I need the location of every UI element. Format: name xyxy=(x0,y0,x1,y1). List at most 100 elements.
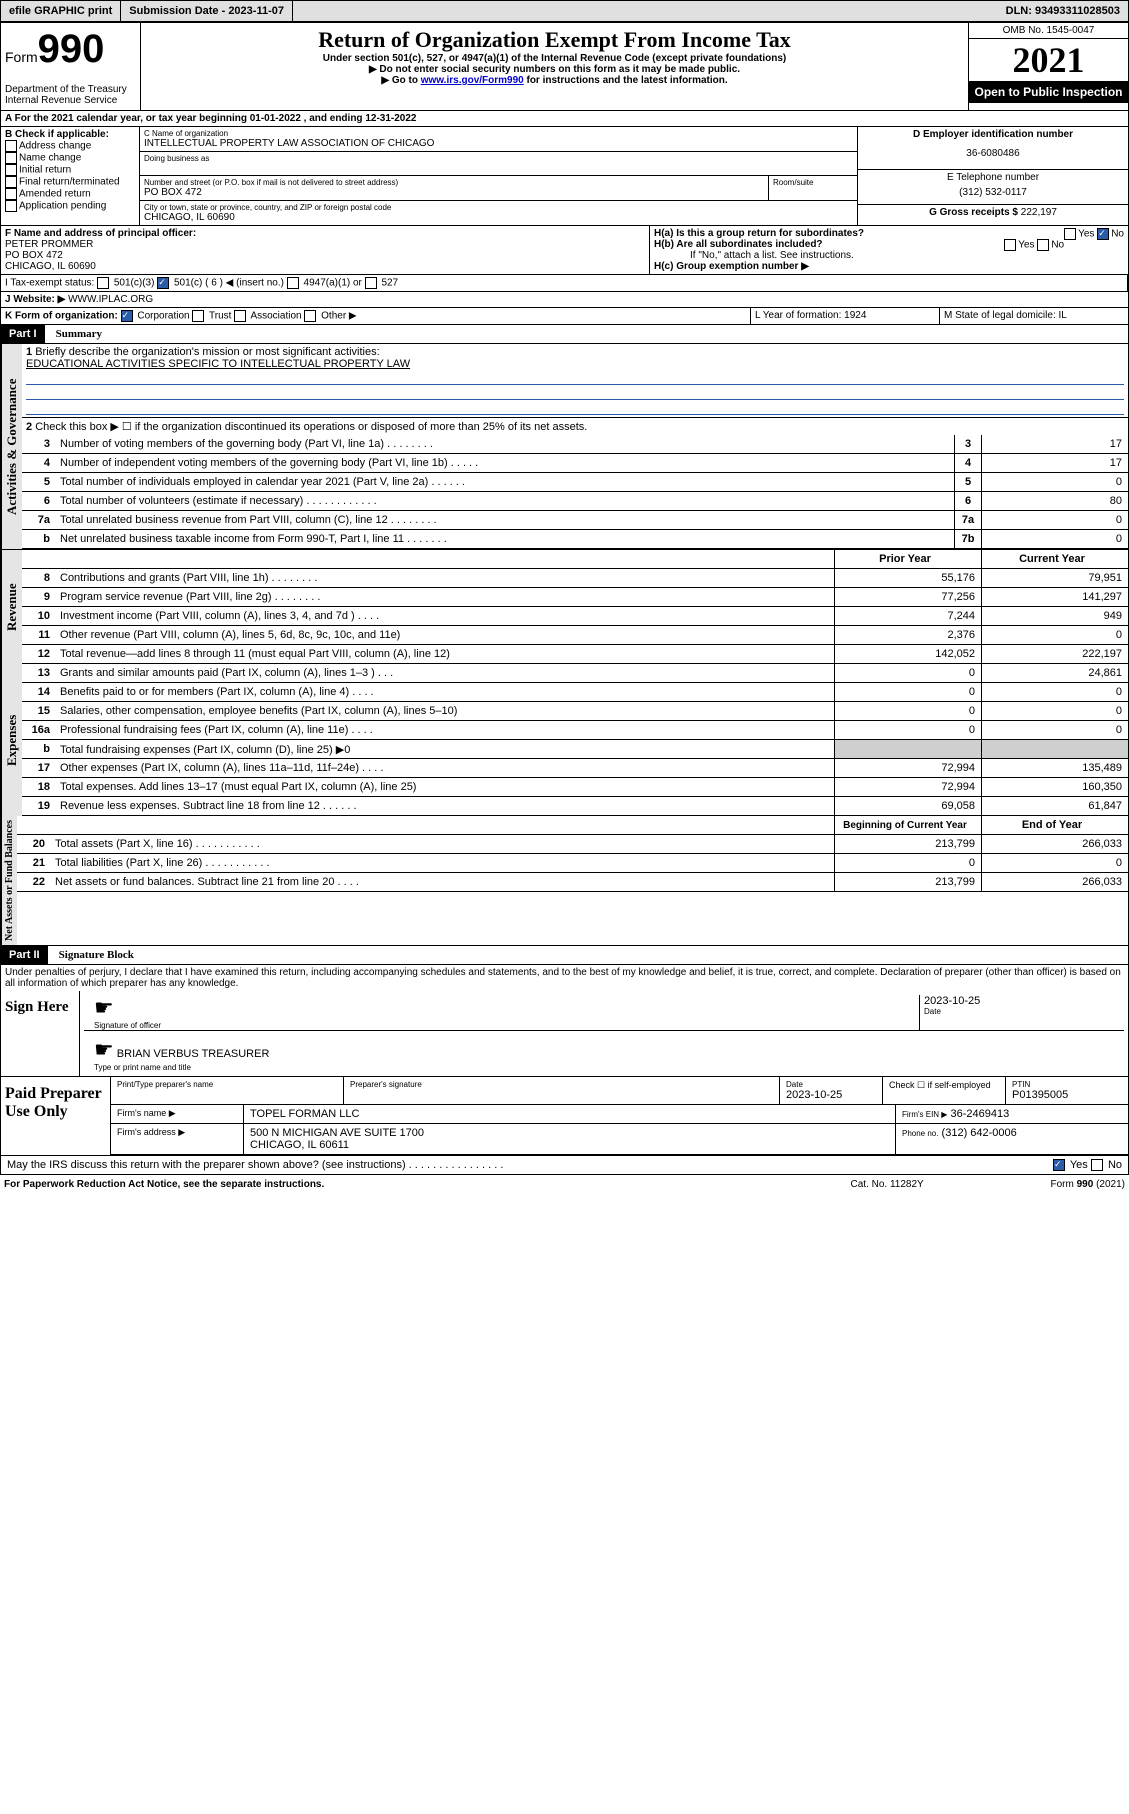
irs-link[interactable]: www.irs.gov/Form990 xyxy=(421,75,524,86)
ptin-label: PTIN xyxy=(1012,1080,1122,1089)
hb-no-checkbox[interactable] xyxy=(1037,239,1049,251)
summary-row: 11 Other revenue (Part VIII, column (A),… xyxy=(22,626,1128,645)
firm-phone-label: Phone no. xyxy=(902,1129,938,1138)
phone-label: E Telephone number xyxy=(862,172,1124,183)
tax-year: 2021 xyxy=(969,39,1128,81)
city-state-zip: CHICAGO, IL 60690 xyxy=(144,212,853,223)
corp-checkbox[interactable] xyxy=(121,310,133,322)
line1-label: Briefly describe the organization's miss… xyxy=(35,346,379,358)
officer-printed-name: BRIAN VERBUS TREASURER xyxy=(117,1048,270,1060)
501c3-checkbox[interactable] xyxy=(97,277,109,289)
section-f-label: F Name and address of principal officer: xyxy=(5,228,645,239)
ha-label: H(a) Is this a group return for subordin… xyxy=(654,228,864,239)
website-label: J Website: ▶ xyxy=(5,294,65,305)
4947a1-checkbox[interactable] xyxy=(287,277,299,289)
firm-phone: (312) 642-0006 xyxy=(942,1127,1017,1139)
vlabel-expenses: Expenses xyxy=(1,664,22,816)
omb-number: OMB No. 1545-0047 xyxy=(969,23,1128,39)
part2-header: Part II xyxy=(1,946,48,964)
address-change-checkbox[interactable] xyxy=(5,140,17,152)
footer-right: Form 990 (2021) xyxy=(1051,1179,1125,1190)
org-name: INTELLECTUAL PROPERTY LAW ASSOCIATION OF… xyxy=(144,138,853,149)
prep-date: 2023-10-25 xyxy=(786,1089,876,1101)
summary-row: b Total fundraising expenses (Part IX, c… xyxy=(22,740,1128,759)
prep-name-label: Print/Type preparer's name xyxy=(117,1080,337,1089)
initial-return-checkbox[interactable] xyxy=(5,164,17,176)
summary-row: 19 Revenue less expenses. Subtract line … xyxy=(22,797,1128,816)
527-checkbox[interactable] xyxy=(365,277,377,289)
addr-label: Number and street (or P.O. box if mail i… xyxy=(144,178,764,187)
submission-date: Submission Date - 2023-11-07 xyxy=(121,1,293,21)
vlabel-revenue: Revenue xyxy=(1,550,22,664)
footer-mid: Cat. No. 11282Y xyxy=(851,1179,1051,1190)
assoc-checkbox[interactable] xyxy=(234,310,246,322)
hb-note: If "No," attach a list. See instructions… xyxy=(654,250,1124,261)
self-employed-check: Check ☐ if self-employed xyxy=(883,1077,1006,1104)
other-checkbox[interactable] xyxy=(304,310,316,322)
col-prior-year: Prior Year xyxy=(834,550,981,568)
firm-ein-label: Firm's EIN ▶ xyxy=(902,1110,947,1119)
trust-checkbox[interactable] xyxy=(192,310,204,322)
ha-no-checkbox[interactable] xyxy=(1097,228,1109,240)
efile-print-button[interactable]: efile GRAPHIC print xyxy=(1,1,121,21)
col-begin-year: Beginning of Current Year xyxy=(834,816,981,834)
name-change-checkbox[interactable] xyxy=(5,152,17,164)
summary-row: 7a Total unrelated business revenue from… xyxy=(22,511,1128,530)
summary-row: 3 Number of voting members of the govern… xyxy=(22,435,1128,454)
discuss-no-checkbox[interactable] xyxy=(1091,1159,1103,1171)
summary-row: b Net unrelated business taxable income … xyxy=(22,530,1128,549)
form-title: Return of Organization Exempt From Incom… xyxy=(145,27,964,53)
gross-receipts-label: G Gross receipts $ xyxy=(929,207,1018,218)
part1-title: Summary xyxy=(48,328,102,340)
dept-label: Department of the Treasury Internal Reve… xyxy=(5,84,136,106)
gross-receipts-value: 222,197 xyxy=(1021,207,1057,218)
firm-addr-label: Firm's address ▶ xyxy=(111,1124,244,1154)
subtitle-3-suffix: for instructions and the latest informat… xyxy=(524,75,728,86)
sig-date: 2023-10-25 xyxy=(924,995,1124,1007)
firm-addr: 500 N MICHIGAN AVE SUITE 1700 xyxy=(250,1127,889,1139)
open-to-public: Open to Public Inspection xyxy=(969,81,1128,103)
section-k-label: K Form of organization: xyxy=(5,311,118,322)
room-label: Room/suite xyxy=(773,178,853,187)
summary-row: 18 Total expenses. Add lines 13–17 (must… xyxy=(22,778,1128,797)
sign-here-label: Sign Here xyxy=(1,991,80,1076)
final-return-checkbox[interactable] xyxy=(5,176,17,188)
application-pending-checkbox[interactable] xyxy=(5,200,17,212)
form-prefix: Form xyxy=(5,49,38,65)
line-a: A For the 2021 calendar year, or tax yea… xyxy=(1,111,420,126)
website-value: WWW.IPLAC.ORG xyxy=(68,294,153,305)
dba-label: Doing business as xyxy=(144,154,853,163)
officer-name: PETER PROMMER xyxy=(5,239,645,250)
col-current-year: Current Year xyxy=(981,550,1128,568)
ein-value: 36-6080486 xyxy=(862,140,1124,167)
hb-label: H(b) Are all subordinates included? xyxy=(654,239,823,250)
summary-row: 21 Total liabilities (Part X, line 26) .… xyxy=(17,854,1128,873)
ha-yes-checkbox[interactable] xyxy=(1064,228,1076,240)
phone-value: (312) 532-0117 xyxy=(862,183,1124,202)
city-label: City or town, state or province, country… xyxy=(144,203,853,212)
topbar: efile GRAPHIC print Submission Date - 20… xyxy=(0,0,1129,22)
year-formation: L Year of formation: 1924 xyxy=(751,308,940,324)
sig-officer-label: Signature of officer xyxy=(94,1021,919,1030)
officer-addr1: PO BOX 472 xyxy=(5,250,645,261)
amended-return-checkbox[interactable] xyxy=(5,188,17,200)
subtitle-3-prefix: ▶ Go to xyxy=(381,75,420,86)
dln: DLN: 93493311028503 xyxy=(998,1,1128,21)
officer-addr2: CHICAGO, IL 60690 xyxy=(5,261,645,272)
hc-label: H(c) Group exemption number ▶ xyxy=(654,261,1124,272)
section-b-label: B Check if applicable: xyxy=(5,129,135,140)
line2-label: Check this box ▶ ☐ if the organization d… xyxy=(35,421,587,433)
discuss-yes-checkbox[interactable] xyxy=(1053,1159,1065,1171)
vlabel-activities: Activities & Governance xyxy=(1,344,22,549)
hb-yes-checkbox[interactable] xyxy=(1004,239,1016,251)
summary-row: 10 Investment income (Part VIII, column … xyxy=(22,607,1128,626)
part1-header: Part I xyxy=(1,325,45,343)
summary-row: 6 Total number of volunteers (estimate i… xyxy=(22,492,1128,511)
firm-city: CHICAGO, IL 60611 xyxy=(250,1139,889,1151)
501c-checkbox[interactable] xyxy=(157,277,169,289)
vlabel-netassets: Net Assets or Fund Balances xyxy=(1,816,17,945)
summary-row: 22 Net assets or fund balances. Subtract… xyxy=(17,873,1128,892)
date-label: Date xyxy=(924,1007,1124,1016)
prep-sig-label: Preparer's signature xyxy=(350,1080,773,1089)
summary-row: 12 Total revenue—add lines 8 through 11 … xyxy=(22,645,1128,664)
